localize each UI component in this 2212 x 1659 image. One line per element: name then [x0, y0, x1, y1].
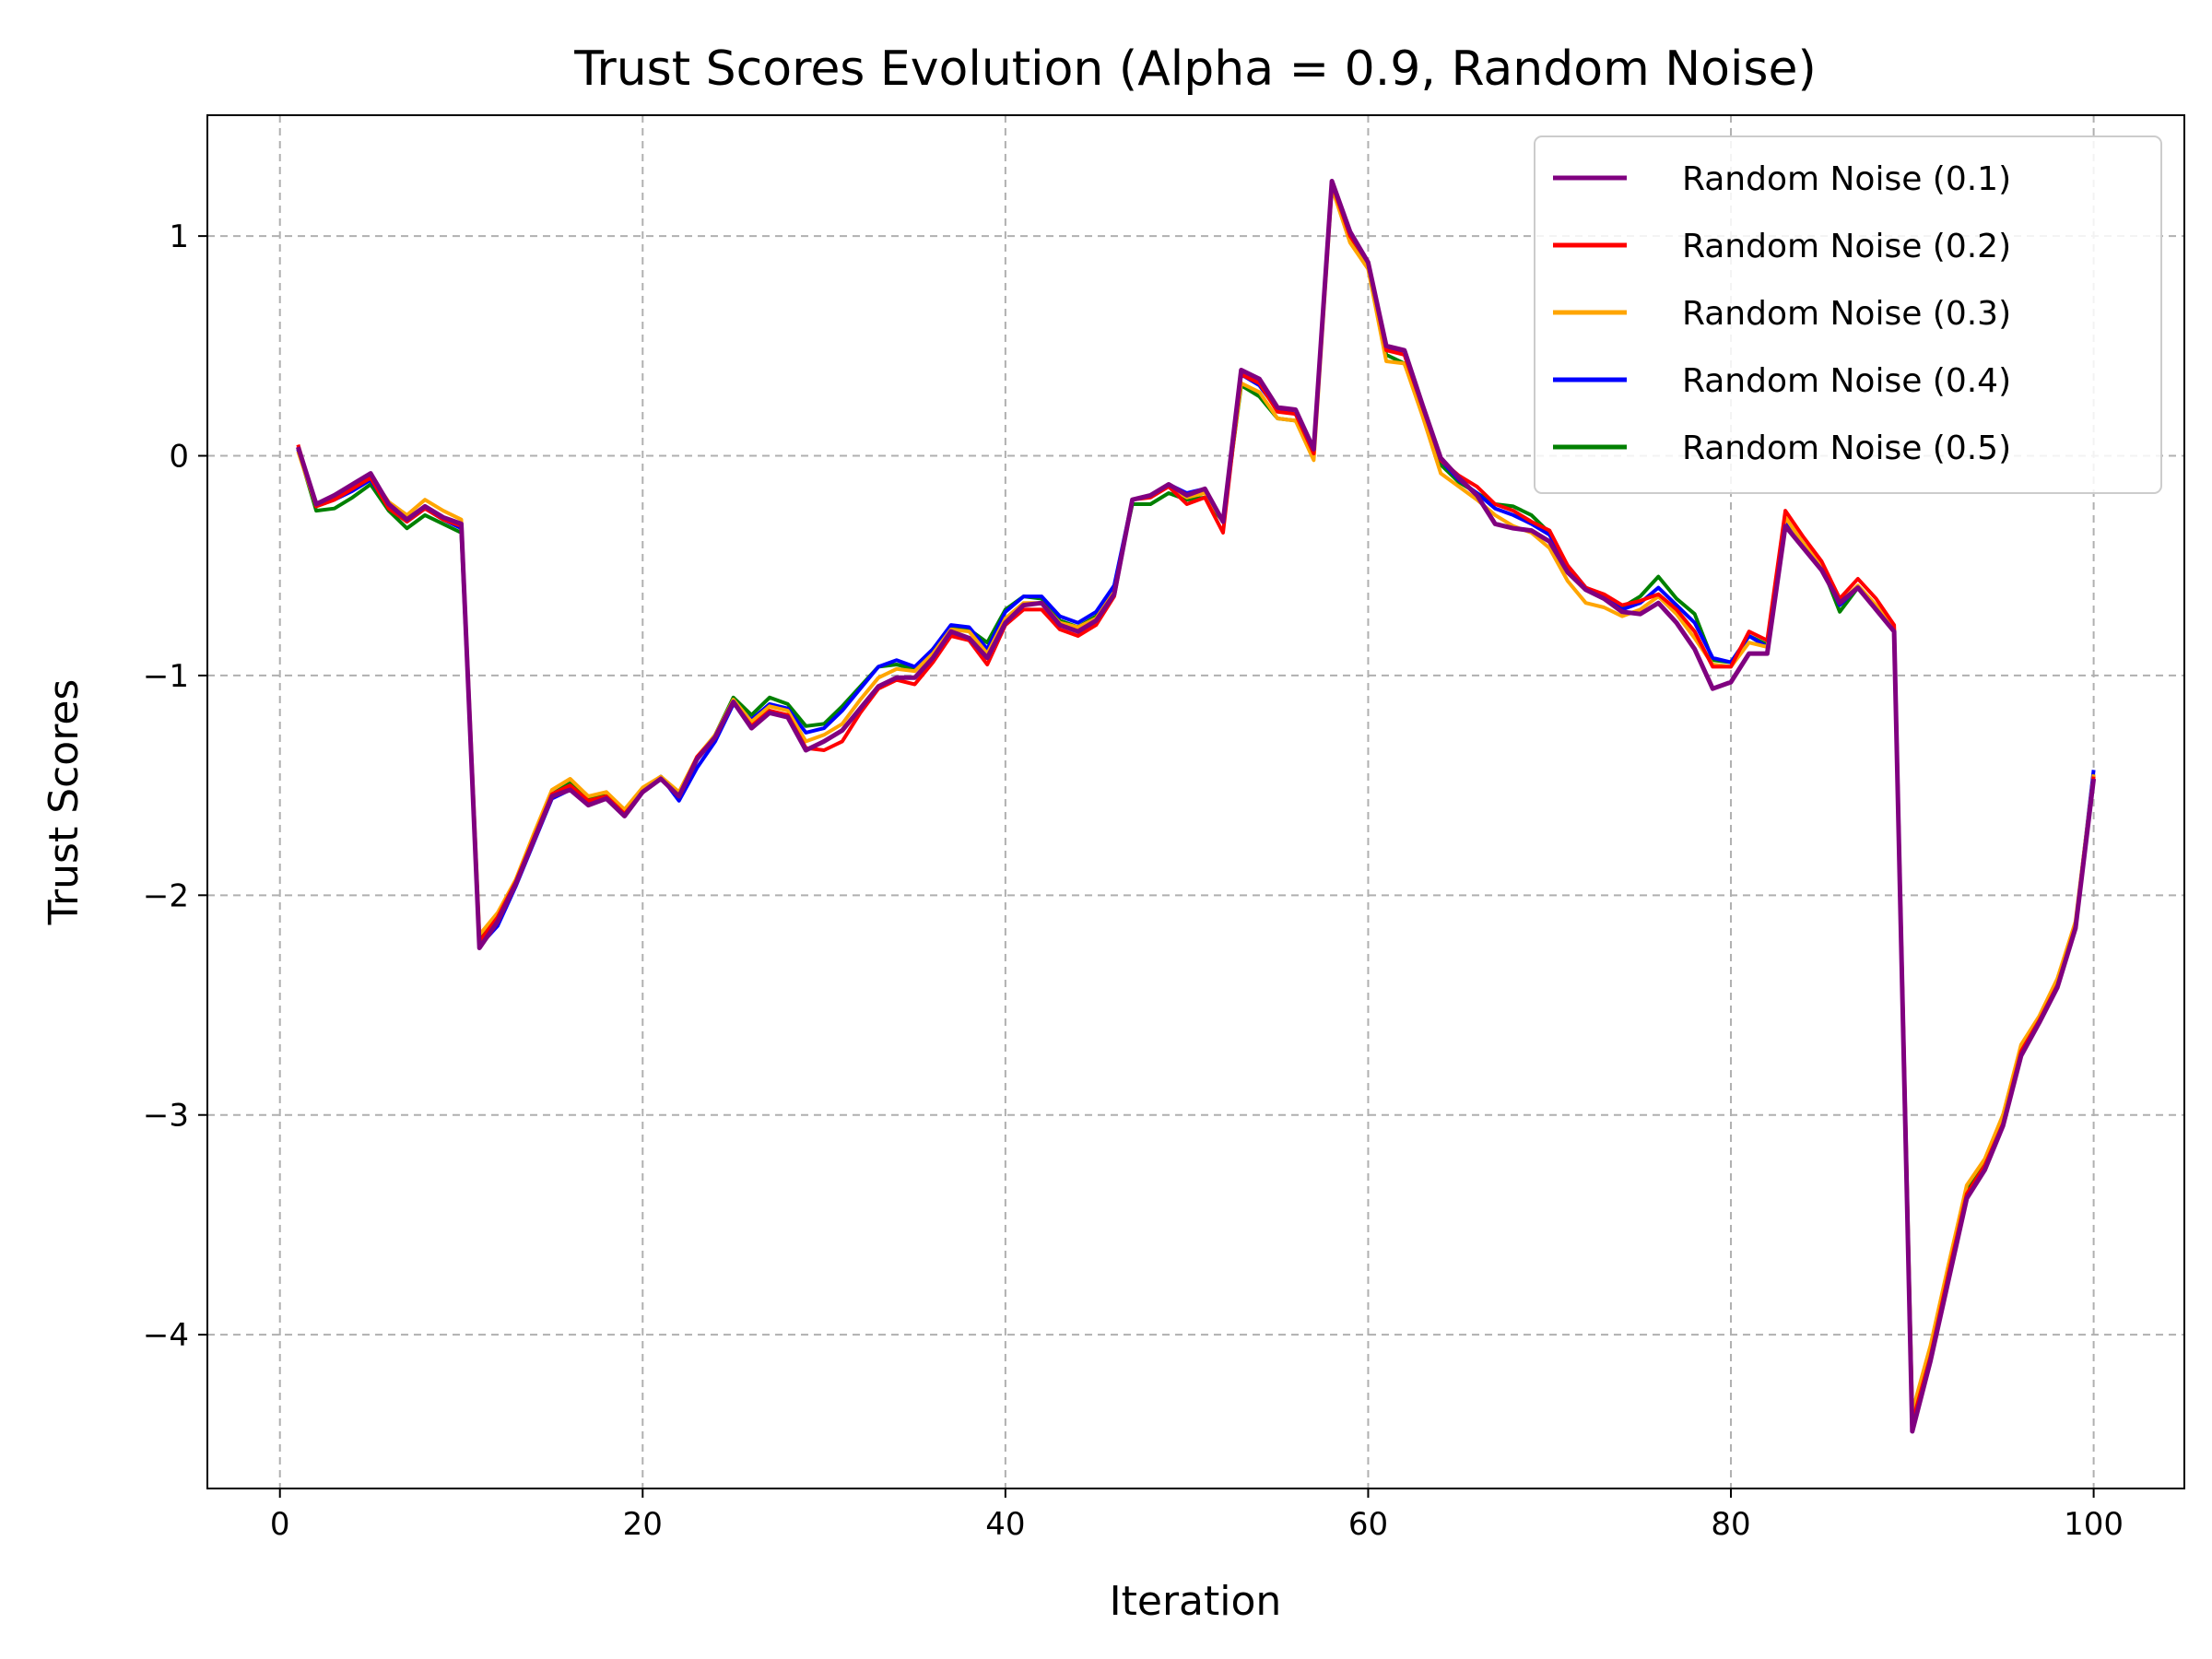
legend-box — [1534, 135, 2162, 494]
legend-label: Random Noise (0.4) — [1682, 362, 2011, 400]
x-axis-label: Iteration — [1110, 1578, 1282, 1625]
x-tick-label: 40 — [985, 1506, 1025, 1543]
legend-label: Random Noise (0.5) — [1682, 429, 2011, 467]
x-tick-label: 100 — [2064, 1506, 2124, 1543]
x-tick-label: 0 — [270, 1506, 290, 1543]
y-tick-label: −1 — [143, 658, 189, 695]
chart-title: Trust Scores Evolution (Alpha = 0.9, Ran… — [573, 41, 1817, 97]
axis-ticks: 0 20 40 60 80 100 1 0 −1 −2 −3 −4 — [143, 218, 2124, 1543]
legend: Random Noise (0.1) Random Noise (0.2) Rand… — [1534, 135, 2162, 494]
grid-lines — [207, 115, 2184, 1488]
y-tick-label: −4 — [143, 1317, 189, 1354]
series-lines — [296, 179, 2097, 1434]
y-axis-label: Trust Scores — [41, 679, 88, 926]
y-tick-label: −3 — [143, 1098, 189, 1135]
plot-area-frame — [206, 114, 2185, 1489]
y-tick-label: 0 — [169, 439, 189, 476]
x-tick-label: 60 — [1348, 1506, 1388, 1543]
x-tick-label: 20 — [623, 1506, 663, 1543]
series-line-random-noise-0-1 — [296, 179, 2097, 1434]
legend-label: Random Noise (0.1) — [1682, 160, 2011, 198]
x-tick-label: 80 — [1711, 1506, 1750, 1543]
y-tick-label: −2 — [143, 877, 189, 914]
series-line-random-noise-0-2 — [296, 181, 2096, 1425]
legend-label: Random Noise (0.2) — [1682, 228, 2011, 265]
legend-label: Random Noise (0.3) — [1682, 295, 2011, 333]
y-tick-label: 1 — [169, 218, 189, 255]
series-line-random-noise-0-3 — [296, 185, 2096, 1414]
